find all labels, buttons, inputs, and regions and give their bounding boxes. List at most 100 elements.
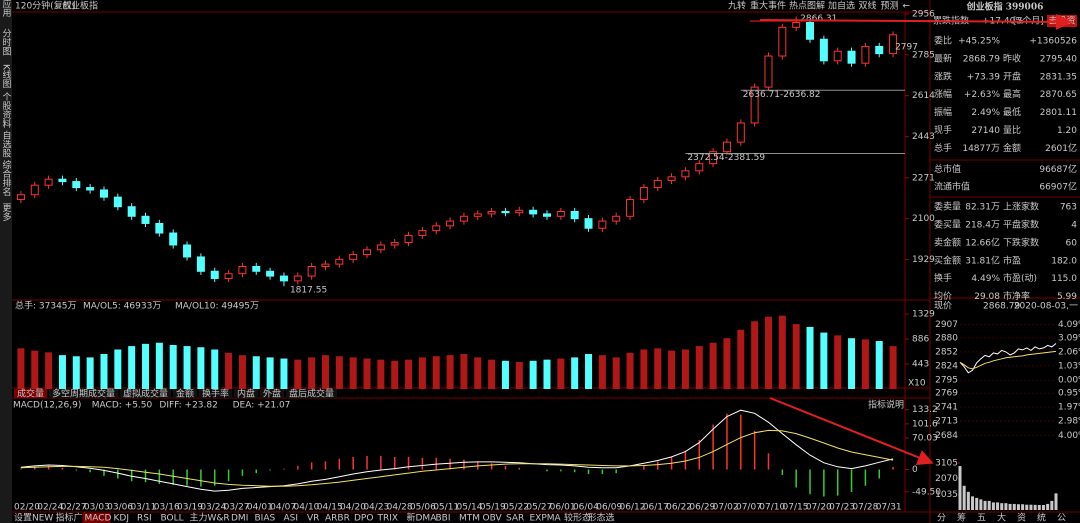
indicator-help[interactable]: 指标说明 — [868, 399, 904, 411]
y-tick-label: 2614 — [912, 91, 935, 101]
quote-value: 763 — [1060, 203, 1077, 213]
indicator-tab[interactable]: SAR — [506, 514, 524, 523]
candle-body — [598, 220, 607, 229]
x-tick-label: 07/02 — [713, 503, 739, 513]
quote-label: 买金额 — [934, 254, 961, 266]
indicator-tab[interactable]: 形态选 — [588, 512, 615, 523]
arrow — [759, 13, 1072, 30]
intraday-volume — [1016, 504, 1020, 510]
volume-tab[interactable] — [14, 389, 47, 398]
indicator-tab[interactable]: BIAS — [255, 514, 276, 523]
sidebar-tab[interactable]: 应用 — [1, 0, 12, 18]
volume-tab-label[interactable]: 成交量 — [17, 388, 44, 400]
panel-tab[interactable]: 分 — [937, 513, 946, 523]
candle-body — [584, 218, 593, 229]
volume-header: 总手: 37345万 — [15, 300, 77, 312]
toolbar-action[interactable]: 热点图解 — [789, 0, 825, 12]
toolbar-action[interactable]: 九转 — [728, 0, 746, 12]
y-tick-label: 2880 — [935, 333, 958, 343]
sidebar-tab[interactable]: 更多 — [1, 203, 12, 222]
indicator-tab[interactable]: BOLL — [161, 514, 184, 523]
indicator-tab[interactable]: W&R — [208, 514, 230, 523]
volume-tab[interactable] — [120, 389, 171, 398]
intraday-volume — [996, 502, 1000, 510]
quote-label: 委买量 — [934, 219, 961, 231]
quote-value: 2601亿 — [1045, 142, 1077, 154]
sidebar-tab[interactable]: 分时图 — [1, 28, 12, 56]
sidebar-tab[interactable]: 综合排名 — [1, 159, 12, 197]
indicator-tab[interactable]: DMI — [231, 514, 248, 523]
volume-bar — [778, 315, 786, 389]
volume-tab[interactable] — [234, 389, 258, 398]
y-tick-label: 2785 — [912, 50, 935, 60]
volume-bar — [820, 332, 828, 389]
toolbar-action[interactable]: 预测 — [881, 1, 899, 12]
panel-tab[interactable]: 公 — [1057, 513, 1066, 523]
indicator-tab[interactable]: EXPMA — [530, 514, 562, 523]
indicator-tab[interactable]: MTM — [459, 514, 480, 523]
panel-tab[interactable]: 大 — [997, 512, 1006, 523]
panel-tab[interactable]: 筹 — [957, 512, 966, 523]
y-tick-label: 2100 — [912, 214, 935, 224]
panel-tab[interactable]: 五 — [977, 514, 986, 523]
candle-body — [515, 209, 524, 214]
intraday-volume — [1033, 504, 1037, 510]
indicator-tab[interactable]: 设置 — [14, 513, 32, 523]
candle-body — [72, 181, 81, 189]
pct-label: 0.95% — [1058, 389, 1080, 399]
volume-tab[interactable] — [199, 389, 232, 398]
toolbar-action[interactable]: 双线 — [859, 0, 877, 12]
indicator-tab[interactable]: TRIX — [377, 514, 399, 523]
volume-tab-label[interactable]: 虚拟成交量 — [123, 388, 168, 400]
volume-tab-label[interactable]: 外盘 — [263, 388, 281, 400]
volume-tab-label[interactable]: 内盘 — [237, 388, 255, 400]
annotation-arrows — [759, 13, 1072, 465]
indicator-tab[interactable]: 新DMA — [407, 512, 438, 523]
panel-tab[interactable]: 统 — [1037, 512, 1046, 523]
volume-tab-label[interactable]: 盘后成交量 — [289, 388, 334, 400]
panel-tab[interactable]: 资 — [1017, 513, 1026, 523]
toolbar-action[interactable]: 重大事件 — [750, 0, 786, 12]
sidebar-tab[interactable]: 个股资料 — [1, 92, 12, 129]
volume-tab-label[interactable]: 金额 — [176, 388, 194, 400]
indicator-tab[interactable]: MACD — [85, 514, 112, 523]
volume-tab[interactable] — [49, 389, 118, 398]
x-tick-label: 05/11 — [433, 503, 459, 513]
volume-bar — [142, 343, 150, 389]
volume-tab-label[interactable]: 换手率 — [202, 388, 229, 400]
sidebar-tab[interactable]: K线图 — [1, 64, 12, 89]
volume-bar — [377, 359, 385, 389]
indicator-tab[interactable]: 主力 — [190, 512, 208, 523]
volume-tab[interactable] — [260, 389, 284, 398]
volume-tab[interactable] — [173, 389, 197, 398]
indicator-tab[interactable]: ASI — [284, 514, 299, 523]
toolbar-action[interactable]: ← — [903, 2, 911, 12]
y-tick-label: 2956 — [912, 9, 935, 19]
x-tick-label: 05/22 — [503, 503, 529, 513]
x-tick-label: 02/20 — [14, 503, 40, 513]
indicator-tab[interactable]: RSI — [137, 514, 152, 523]
indicator-tab[interactable]: VR — [307, 514, 319, 523]
volume-tab-label[interactable]: 多空周期成交量 — [52, 388, 115, 400]
indicator-tab[interactable]: NEW — [32, 514, 53, 523]
indicator-tab[interactable]: BBI — [436, 514, 451, 523]
indicator-tab[interactable]: 较形态 — [564, 512, 591, 523]
quote-label: 最新 — [934, 52, 952, 64]
volume-bar — [889, 346, 897, 389]
sidebar-tab[interactable]: 自选股 — [1, 129, 12, 158]
volume-bar — [114, 349, 122, 389]
toolbar-action[interactable]: 加自选 — [828, 0, 855, 12]
candle-body — [224, 273, 233, 279]
indicator-tab[interactable]: ARBR — [325, 514, 350, 523]
quote-label: 市净率 — [1003, 290, 1030, 302]
candle-body — [127, 206, 136, 217]
x-tick-label: 04/28 — [387, 503, 413, 513]
volume-tab[interactable] — [286, 389, 337, 398]
candle-body — [473, 213, 482, 217]
indicator-tab[interactable]: DPO — [354, 514, 373, 523]
indicator-tab[interactable]: OBV — [483, 514, 503, 523]
quote-label: 开盘 — [1003, 70, 1021, 82]
indicator-tab[interactable]: KDJ — [114, 514, 130, 523]
indicator-tab[interactable]: 指标广场 — [56, 512, 92, 523]
invest-button-label[interactable]: 去投资 — [1048, 15, 1075, 27]
